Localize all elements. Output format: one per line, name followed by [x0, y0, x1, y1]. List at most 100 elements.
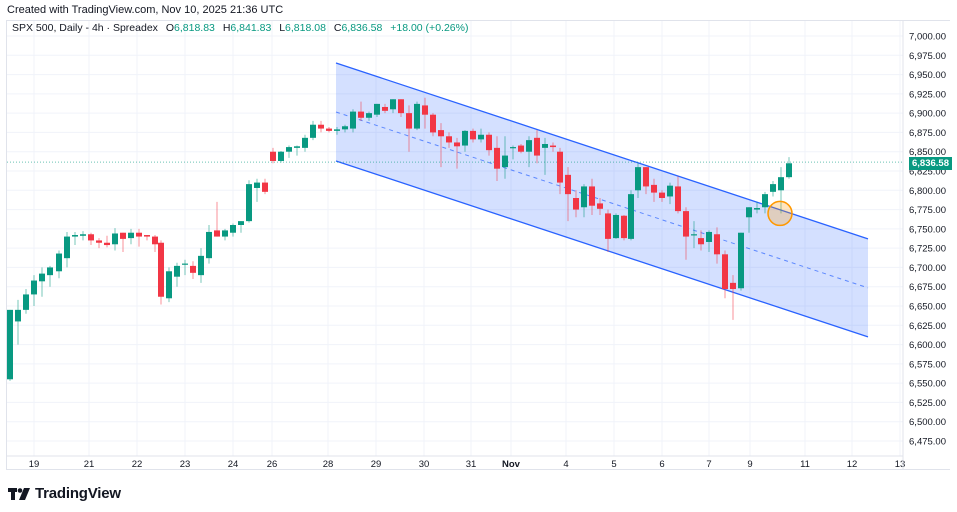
candle-body: [667, 185, 673, 197]
y-axis-tick: 6,900.00: [909, 109, 946, 120]
candle-body: [174, 265, 180, 277]
low-label: L: [279, 22, 286, 34]
y-axis-tick: 6,600.00: [909, 340, 946, 351]
candle-body: [246, 184, 252, 222]
y-axis-tick: 6,925.00: [909, 89, 946, 100]
candle-body: [778, 177, 784, 191]
candle-body: [398, 99, 404, 114]
candle-body: [136, 232, 142, 237]
candle-body: [722, 254, 728, 290]
x-axis-tick: 26: [267, 459, 278, 470]
candle-body: [390, 99, 396, 110]
high-value: 6,841.83: [230, 22, 272, 34]
symbol-title[interactable]: SPX 500, Daily - 4h · Spreadex: [12, 22, 158, 34]
candle-body: [502, 155, 508, 168]
tradingview-logo-icon: [8, 487, 30, 500]
candle-body: [286, 147, 292, 152]
x-axis-tick: 21: [84, 459, 95, 470]
change-value: +18.00 (+0.26%): [390, 22, 469, 34]
candle-body: [238, 221, 244, 225]
y-axis-tick: 6,675.00: [909, 282, 946, 293]
tradingview-logo[interactable]: TradingView: [8, 485, 121, 502]
candle-body: [342, 126, 348, 130]
candle-body: [643, 167, 649, 187]
candle-body: [422, 105, 428, 115]
candle-body: [334, 129, 340, 131]
candle-body: [659, 192, 665, 198]
x-axis-tick: 23: [180, 459, 191, 470]
candle-body: [628, 194, 634, 239]
y-axis-tick: 6,500.00: [909, 417, 946, 428]
candle-body: [683, 211, 689, 237]
candle-body: [310, 124, 316, 138]
candle-body: [326, 128, 332, 131]
x-axis-tick: 22: [132, 459, 143, 470]
low-value: 6,818.08: [285, 22, 326, 34]
x-axis-tick: 7: [706, 459, 711, 470]
y-axis-tick: 6,550.00: [909, 379, 946, 390]
candle-body: [23, 294, 29, 310]
candle-body: [770, 184, 776, 192]
y-axis-tick: 7,000.00: [909, 32, 946, 43]
candle-body: [294, 146, 300, 148]
open-label: O: [165, 22, 175, 34]
candle-body: [406, 113, 412, 129]
created-with-caption: Created with TradingView.com, Nov 10, 20…: [7, 4, 284, 16]
candle-body: [714, 234, 720, 255]
candle-body: [96, 240, 102, 243]
x-axis-tick: 30: [419, 459, 430, 470]
close-value: 6,836.58: [341, 22, 383, 34]
candle-body: [31, 280, 37, 295]
breakout-highlight-circle[interactable]: [767, 200, 793, 227]
candle-body: [446, 136, 452, 143]
x-axis-tick: Nov: [502, 459, 521, 470]
candle-body: [706, 231, 712, 242]
y-axis-tick: 6,725.00: [909, 244, 946, 255]
x-axis-tick: 5: [611, 459, 616, 470]
candle-body: [80, 234, 86, 236]
x-axis-tick: 24: [228, 459, 239, 470]
candle-body: [144, 235, 150, 237]
close-label: C: [333, 22, 342, 34]
y-axis-tick: 6,775.00: [909, 205, 946, 216]
candle-body: [198, 255, 204, 276]
ohlc-legend: SPX 500, Daily - 4h · Spreadex O6,818.83…: [12, 22, 468, 34]
candle-body: [278, 151, 284, 161]
candle-body: [573, 198, 579, 210]
candle-body: [730, 282, 736, 290]
candle-body: [128, 232, 134, 239]
candle-body: [182, 263, 188, 265]
candle-body: [152, 236, 158, 245]
channel-mid-line: [335, 111, 869, 289]
candle-body: [374, 103, 380, 115]
y-axis-tick: 6,975.00: [909, 51, 946, 62]
y-axis-tick: 6,850.00: [909, 147, 946, 158]
channel-upper-line[interactable]: [335, 62, 869, 240]
y-axis-tick: 6,875.00: [909, 128, 946, 139]
y-axis-tick: 6,700.00: [909, 263, 946, 274]
candle-body: [691, 234, 697, 236]
candle-body: [698, 238, 704, 245]
candle-body: [166, 271, 172, 299]
candle-body: [318, 124, 324, 129]
candle-body: [510, 147, 516, 149]
candle-body: [254, 182, 260, 188]
candle-body: [621, 215, 627, 239]
candle-body: [746, 207, 752, 218]
candle-body: [350, 111, 356, 129]
candle-body: [478, 134, 484, 140]
x-axis-tick: 9: [747, 459, 752, 470]
candle-body: [358, 111, 364, 118]
candle-body: [651, 184, 657, 193]
channel-lower-line[interactable]: [335, 160, 869, 338]
candle-body: [47, 267, 53, 276]
y-axis-tick: 6,475.00: [909, 437, 946, 448]
candle-body: [454, 142, 460, 147]
candle-body: [470, 130, 476, 140]
candle-body: [542, 144, 548, 148]
y-axis-tick: 6,800.00: [909, 186, 946, 197]
candle-body: [526, 140, 532, 152]
logo-text: TradingView: [35, 485, 121, 502]
candle-body: [270, 151, 276, 161]
